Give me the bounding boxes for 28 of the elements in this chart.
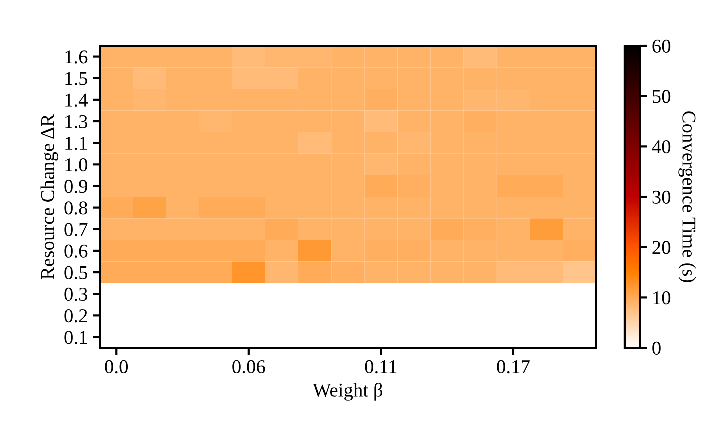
y-tick-label: 0.6 (64, 244, 88, 258)
x-tick-label: 0.06 (232, 360, 266, 374)
color-bar-label: 50 (653, 90, 671, 104)
color-bar-label: 40 (652, 140, 671, 154)
y-tick-label: 1.6 (66, 50, 88, 64)
y-tick-label: 0.9 (64, 180, 88, 194)
y-tick-label: 1.1 (66, 137, 88, 150)
y-tick-label: 0.1 (64, 331, 88, 344)
y-tick-label: 0.2 (64, 309, 88, 323)
y-tick-label: 0.5 (64, 266, 88, 280)
y-axis-title: Resource Change ΔR (40, 114, 58, 280)
color-bar-label: 60 (652, 40, 671, 53)
color-bar-label: 10 (654, 292, 671, 305)
color-bar-label: 30 (652, 190, 671, 204)
y-tick-label: 1.4 (66, 94, 88, 107)
y-tick-label: 1.5 (66, 72, 88, 86)
x-tick-label: 0.17 (497, 360, 530, 374)
y-tick-label: 1.0 (66, 158, 88, 172)
x-axis-title: Weight β (312, 383, 383, 401)
color-bar-label: 20 (652, 241, 671, 254)
x-tick-label: 0.0 (105, 360, 128, 374)
y-tick-label: 0.3 (64, 288, 88, 302)
color-bar-title: Convergence Time (s) (678, 112, 696, 282)
color-bar-label: 0 (652, 342, 661, 355)
y-tick-label: 0.8 (64, 202, 88, 215)
x-tick-label: 0.11 (365, 360, 397, 374)
y-tick-label: 0.7 (64, 223, 88, 236)
y-tick-label: 1.3 (66, 115, 88, 129)
